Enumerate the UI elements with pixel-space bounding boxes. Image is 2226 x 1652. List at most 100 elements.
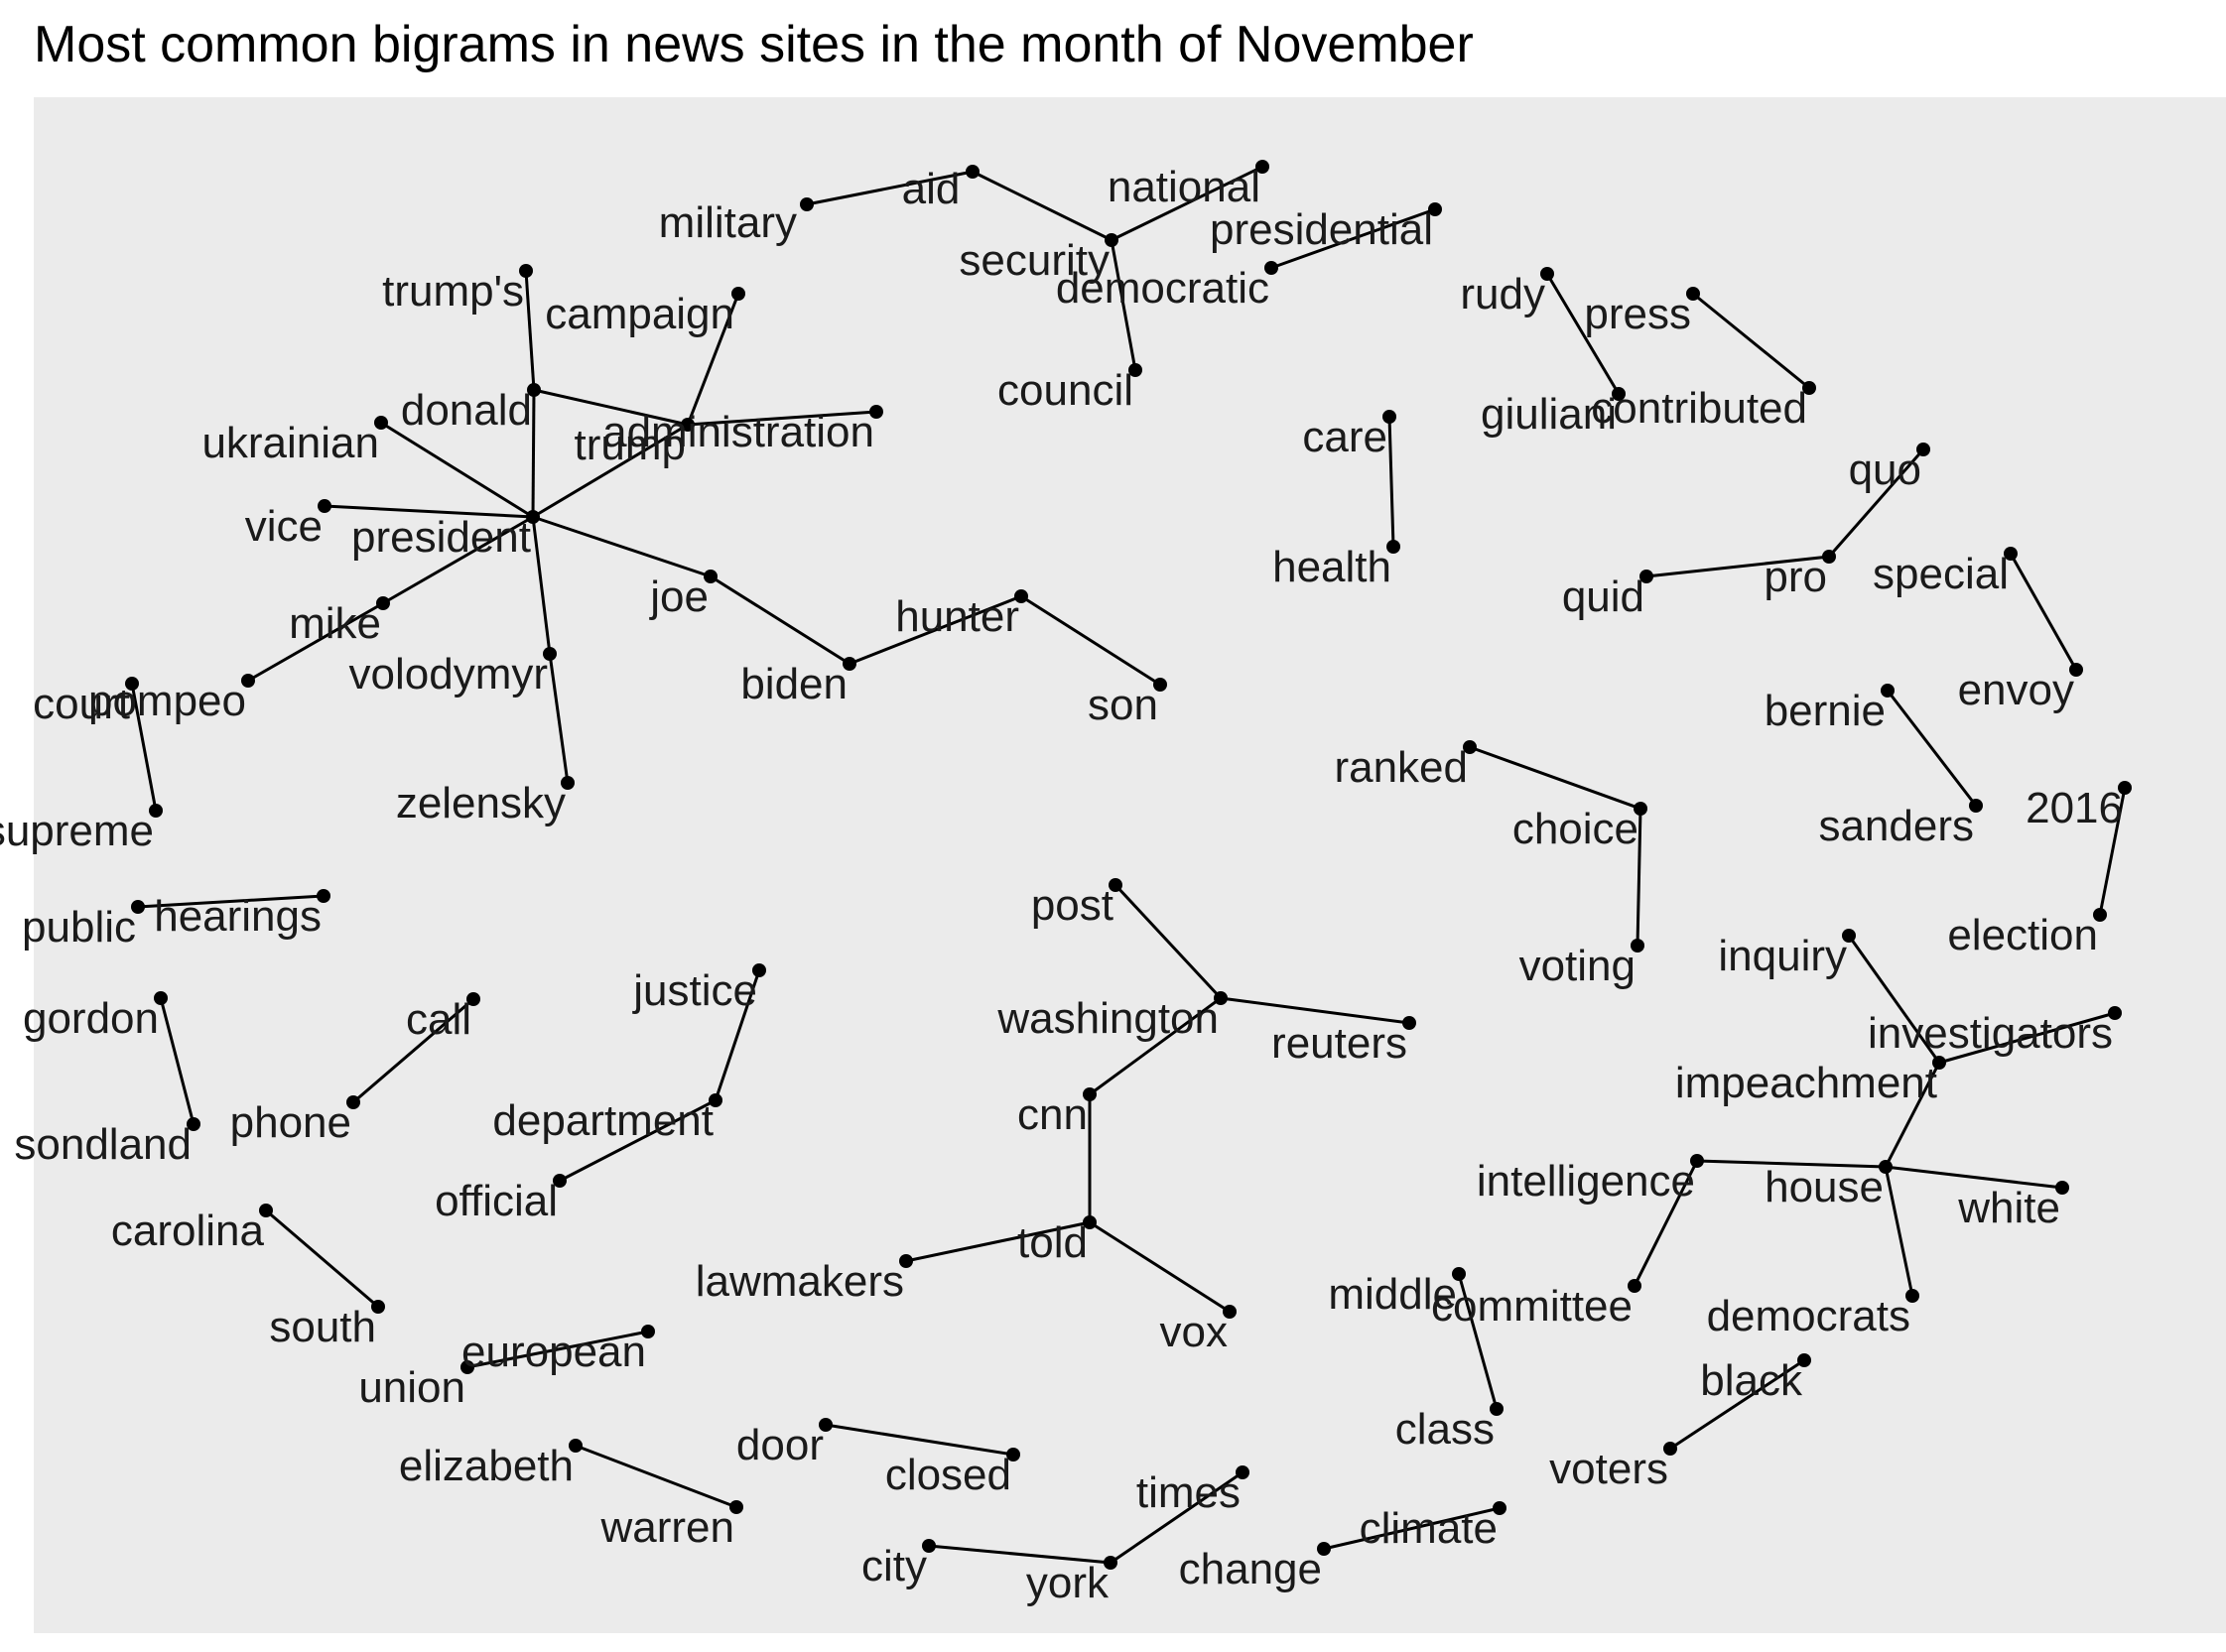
node-middle — [1452, 1267, 1466, 1281]
edge-phone-call — [352, 997, 474, 1104]
edge-told-vox — [1089, 1220, 1231, 1314]
node-trump — [681, 418, 695, 432]
node-reuters — [1402, 1016, 1416, 1030]
edge-care-health — [1387, 416, 1395, 548]
node-door — [819, 1418, 833, 1432]
node-label-president: president — [351, 513, 531, 562]
node-voting — [1631, 939, 1644, 953]
node-label-supreme: supreme — [0, 807, 154, 855]
edge-donald-trump — [533, 388, 689, 427]
node-washington — [1214, 991, 1228, 1005]
node-press — [1686, 287, 1700, 301]
node-label-pompeo: pompeo — [88, 677, 246, 725]
node-label-justice: justice — [631, 966, 757, 1015]
edge-2016-election — [2098, 787, 2127, 916]
node-campaign — [731, 287, 745, 301]
node-label-warren: warren — [600, 1503, 735, 1552]
node-label-health: health — [1272, 543, 1391, 591]
node-presidential — [1428, 202, 1442, 216]
node-label-voters: voters — [1549, 1445, 1668, 1493]
node-white — [2055, 1181, 2069, 1195]
node-mike — [376, 596, 390, 610]
node-lawmakers — [899, 1254, 913, 1268]
node-label-york: york — [1026, 1559, 1110, 1607]
edge-climate-change — [1323, 1506, 1501, 1551]
edge-president-volodymyr — [531, 516, 552, 655]
node-carolina — [259, 1204, 273, 1217]
node-ukrainian — [374, 416, 388, 430]
node-sanders — [1969, 799, 1983, 813]
edge-middle-class — [1457, 1273, 1499, 1410]
node-bernie — [1881, 684, 1895, 698]
edge-inquiry-impeachment — [1847, 935, 1941, 1064]
node-2016 — [2118, 781, 2132, 795]
node-warren — [729, 1500, 743, 1514]
edge-campaign-trump — [686, 293, 740, 426]
node-label-city: city — [861, 1542, 927, 1590]
node-label-voting: voting — [1519, 942, 1636, 990]
edge-washington-reuters — [1220, 996, 1410, 1025]
node-label-official: official — [435, 1177, 558, 1225]
node-department — [709, 1093, 722, 1107]
node-label-joe: joe — [648, 572, 709, 621]
node-inquiry — [1842, 929, 1856, 943]
edge-press-contributed — [1692, 292, 1810, 390]
node-black — [1797, 1353, 1811, 1367]
node-label-press: press — [1584, 290, 1691, 338]
node-label-reuters: reuters — [1271, 1019, 1407, 1068]
edge-mike-pompeo — [247, 601, 384, 683]
node-label-quo: quo — [1849, 445, 1921, 494]
node-impeachment — [1932, 1056, 1946, 1070]
node-label-hunter: hunter — [895, 592, 1019, 641]
node-label-middle: middle — [1328, 1270, 1457, 1319]
node-label-public: public — [22, 903, 136, 952]
node-label-committee: committee — [1431, 1282, 1633, 1331]
node-label-pro: pro — [1764, 553, 1827, 601]
node-class — [1490, 1402, 1504, 1416]
node-elizabeth — [569, 1439, 583, 1453]
edge-presidential-democratic — [1270, 207, 1436, 270]
node-label-inquiry: inquiry — [1718, 932, 1847, 980]
node-label-elizabeth: elizabeth — [399, 1442, 574, 1490]
node-label-giuliani: giuliani — [1481, 390, 1617, 439]
edge-lawmakers-told — [905, 1220, 1091, 1263]
node-label-national: national — [1108, 163, 1260, 211]
node-label-washington: washington — [996, 994, 1219, 1043]
node-label-change: change — [1179, 1545, 1322, 1593]
node-biden — [843, 657, 856, 671]
node-hunter — [1014, 589, 1028, 603]
node-label-post: post — [1031, 881, 1113, 930]
node-ranked — [1463, 740, 1477, 754]
node-president — [526, 510, 540, 524]
node-choice — [1634, 802, 1647, 816]
edge-president-mike — [382, 515, 534, 605]
node-label-council: council — [997, 366, 1133, 415]
edge-house-democrats — [1884, 1166, 1914, 1297]
node-court — [125, 677, 139, 691]
node-label-department: department — [492, 1096, 714, 1145]
edge-court-supreme — [130, 683, 158, 812]
node-pro — [1822, 550, 1836, 564]
node-city — [922, 1539, 936, 1553]
edge-bernie-sanders — [1886, 690, 1978, 807]
node-label-sondland: sondland — [14, 1120, 192, 1169]
node-label-quid: quid — [1562, 572, 1644, 621]
node-label-lawmakers: lawmakers — [696, 1257, 904, 1306]
node-vox — [1223, 1305, 1237, 1319]
edge-impeachment-investigators — [1938, 1011, 2116, 1065]
edge-washington-cnn — [1089, 996, 1222, 1096]
edge-door-closed — [825, 1423, 1014, 1457]
node-label-court: court — [33, 680, 130, 728]
node-national — [1255, 160, 1269, 174]
node-label-sanders: sanders — [1818, 802, 1974, 850]
node-union — [460, 1360, 474, 1374]
node-intelligence — [1690, 1154, 1704, 1168]
node-label-impeachment: impeachment — [1675, 1059, 1937, 1107]
node-health — [1386, 540, 1400, 554]
node-layer — [125, 160, 2132, 1570]
node-south — [371, 1300, 385, 1314]
node-label-zelensky: zelensky — [396, 779, 566, 827]
node-administration — [869, 405, 883, 419]
node-told — [1083, 1215, 1097, 1229]
node-label-administration: administration — [602, 408, 874, 456]
